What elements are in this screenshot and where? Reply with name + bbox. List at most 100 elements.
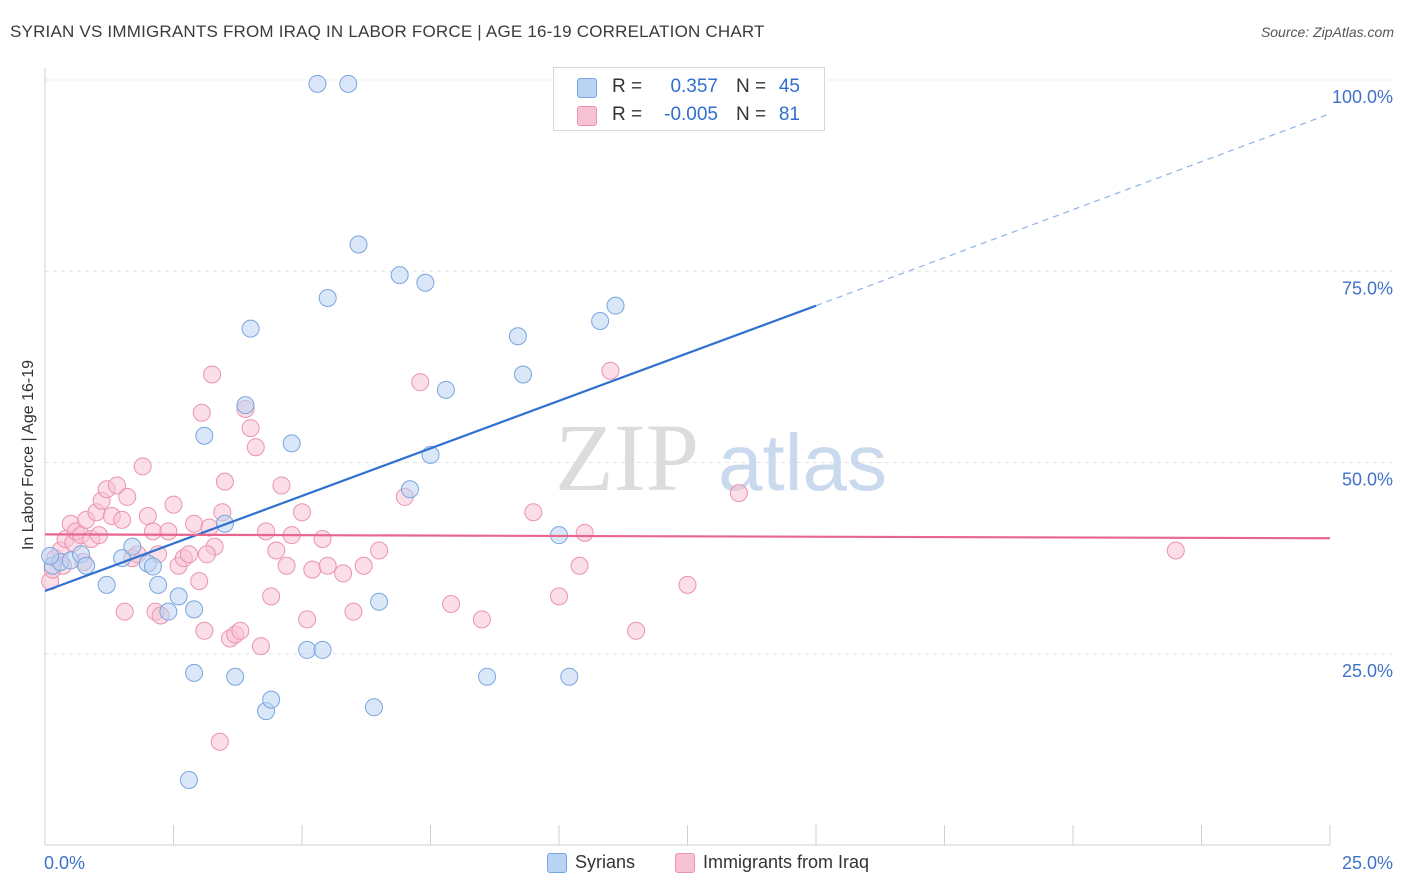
series-iraq-points	[41, 361, 1185, 751]
data-point-syrians	[514, 365, 533, 384]
x-tick-label-min: 0.0%	[44, 853, 85, 873]
data-point-iraq	[550, 587, 568, 606]
data-point-iraq	[164, 495, 183, 514]
data-point-syrians	[185, 600, 204, 619]
data-point-iraq	[354, 556, 373, 575]
data-point-iraq	[231, 621, 250, 640]
data-point-iraq	[215, 472, 234, 491]
y-tick-label: 25.0%	[1342, 661, 1393, 681]
data-point-iraq	[472, 610, 491, 629]
data-point-syrians	[313, 640, 332, 659]
data-point-syrians	[195, 426, 214, 445]
data-point-iraq	[272, 476, 291, 495]
data-point-iraq	[411, 373, 430, 392]
data-point-iraq	[197, 545, 216, 564]
data-point-syrians	[282, 434, 301, 453]
data-point-syrians	[390, 266, 409, 285]
data-point-syrians	[241, 319, 260, 338]
grid-lines	[45, 79, 1392, 655]
legend-n-value: 81	[778, 104, 800, 125]
data-point-iraq	[313, 530, 332, 548]
data-point-iraq	[115, 602, 134, 621]
data-point-iraq	[334, 564, 353, 583]
data-point-syrians	[97, 575, 116, 594]
data-point-iraq	[524, 503, 543, 522]
data-point-syrians	[185, 663, 204, 682]
data-point-iraq	[118, 487, 137, 506]
data-point-iraq	[729, 484, 748, 503]
data-point-syrians	[143, 557, 162, 576]
chart-source: Source: ZipAtlas.com	[1260, 24, 1394, 40]
data-point-syrians	[478, 667, 497, 686]
data-point-iraq	[293, 503, 311, 522]
data-point-iraq	[277, 556, 296, 575]
data-point-syrians	[123, 537, 142, 556]
data-point-syrians	[308, 74, 327, 93]
data-point-iraq	[257, 522, 276, 541]
legend-swatch-syrians	[547, 853, 567, 873]
data-point-iraq	[344, 602, 363, 621]
data-point-syrians	[41, 546, 60, 565]
data-point-iraq	[113, 510, 132, 529]
trend-line-iraq	[44, 533, 1331, 540]
y-tick-label: 75.0%	[1342, 278, 1393, 298]
data-point-iraq	[570, 556, 589, 575]
trend-line-syrians	[44, 304, 817, 593]
data-point-iraq	[133, 457, 152, 476]
data-point-iraq	[179, 545, 198, 564]
legend-n-value: 45	[778, 76, 800, 97]
y-tick-labels: 25.0% 50.0% 75.0% 100.0%	[1332, 87, 1393, 681]
data-point-syrians	[113, 549, 132, 568]
data-point-iraq	[251, 637, 270, 656]
data-point-syrians	[149, 575, 168, 594]
data-point-iraq	[195, 621, 214, 640]
data-point-syrians	[400, 480, 419, 499]
y-tick-label: 100.0%	[1332, 87, 1393, 107]
legend-label-syrians: Syrians	[575, 852, 636, 872]
data-point-iraq	[210, 732, 229, 751]
watermark: ZIP atlas	[555, 404, 887, 511]
legend-r-value: -0.005	[664, 104, 718, 125]
data-point-syrians	[339, 74, 358, 93]
legend-swatch-syrians	[577, 78, 597, 98]
data-point-iraq	[203, 365, 222, 384]
data-point-syrians	[560, 667, 579, 686]
data-point-syrians	[169, 587, 188, 606]
data-point-iraq	[627, 621, 646, 640]
data-point-syrians	[591, 311, 610, 330]
data-point-syrians	[508, 327, 527, 346]
data-point-syrians	[436, 380, 455, 399]
data-point-syrians	[179, 770, 198, 789]
data-point-iraq	[1166, 541, 1185, 560]
data-point-iraq	[370, 541, 389, 560]
data-point-syrians	[226, 667, 245, 686]
data-point-syrians	[159, 602, 178, 621]
data-point-iraq	[107, 476, 126, 495]
data-point-iraq	[241, 419, 260, 438]
data-point-syrians	[236, 396, 255, 415]
legend-swatch-iraq	[675, 853, 695, 873]
data-point-iraq	[190, 572, 209, 591]
data-point-iraq	[298, 610, 317, 629]
data-point-syrians	[77, 556, 96, 575]
data-point-syrians	[416, 273, 435, 292]
data-point-syrians	[349, 235, 368, 254]
watermark-zip: ZIP	[555, 404, 699, 511]
data-point-syrians	[298, 640, 317, 659]
legend-r-value: 0.357	[670, 76, 718, 97]
axes	[44, 68, 1331, 846]
data-point-iraq	[575, 523, 594, 542]
data-point-iraq	[442, 595, 461, 614]
data-point-iraq	[192, 403, 211, 422]
data-point-iraq	[138, 507, 157, 526]
data-point-syrians	[370, 592, 389, 611]
data-point-iraq	[246, 438, 265, 457]
legend-r-label: R =	[612, 104, 643, 125]
legend-row-iraq: R = -0.005 N = 81	[554, 100, 824, 128]
y-axis-label: In Labor Force | Age 16-19	[20, 360, 37, 550]
legend-row-syrians: R = 0.357 N = 45	[554, 72, 824, 100]
legend-n-label: N =	[736, 104, 767, 125]
chart-title: SYRIAN VS IMMIGRANTS FROM IRAQ IN LABOR …	[10, 22, 765, 41]
data-point-syrians	[364, 698, 383, 717]
data-point-iraq	[303, 560, 322, 579]
